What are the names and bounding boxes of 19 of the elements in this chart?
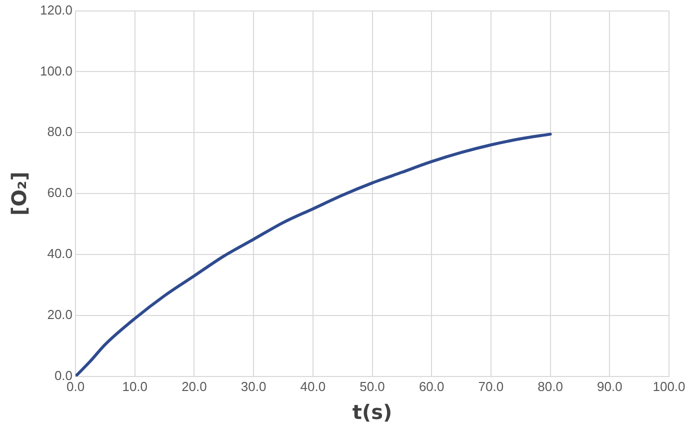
y-axis-title: [O₂] [7, 172, 32, 216]
x-tick-label: 30.0 [240, 378, 266, 394]
x-tick-label: 70.0 [478, 378, 504, 394]
y-tick-label: 40.0 [47, 246, 73, 262]
y-tick-label: 100.0 [40, 63, 73, 78]
y-tick-label: 120.0 [40, 2, 73, 18]
x-axis-title: t(s) [352, 400, 392, 424]
line-series [76, 132, 552, 376]
x-tick-label: 20.0 [182, 378, 207, 394]
y-tick-label: 80.0 [47, 124, 73, 140]
x-tick-label: 40.0 [300, 378, 326, 394]
x-tick-label: 10.0 [122, 378, 148, 394]
x-tick-label: 90.0 [596, 378, 622, 394]
y-tick-label: 60.0 [47, 185, 73, 200]
x-tick-label: 100.0 [652, 378, 686, 394]
x-tick-label: 50.0 [360, 378, 385, 394]
x-tick-label: 60.0 [418, 378, 444, 394]
x-tick-label: 80.0 [538, 378, 563, 394]
y-tick-label: 20.0 [47, 307, 73, 322]
